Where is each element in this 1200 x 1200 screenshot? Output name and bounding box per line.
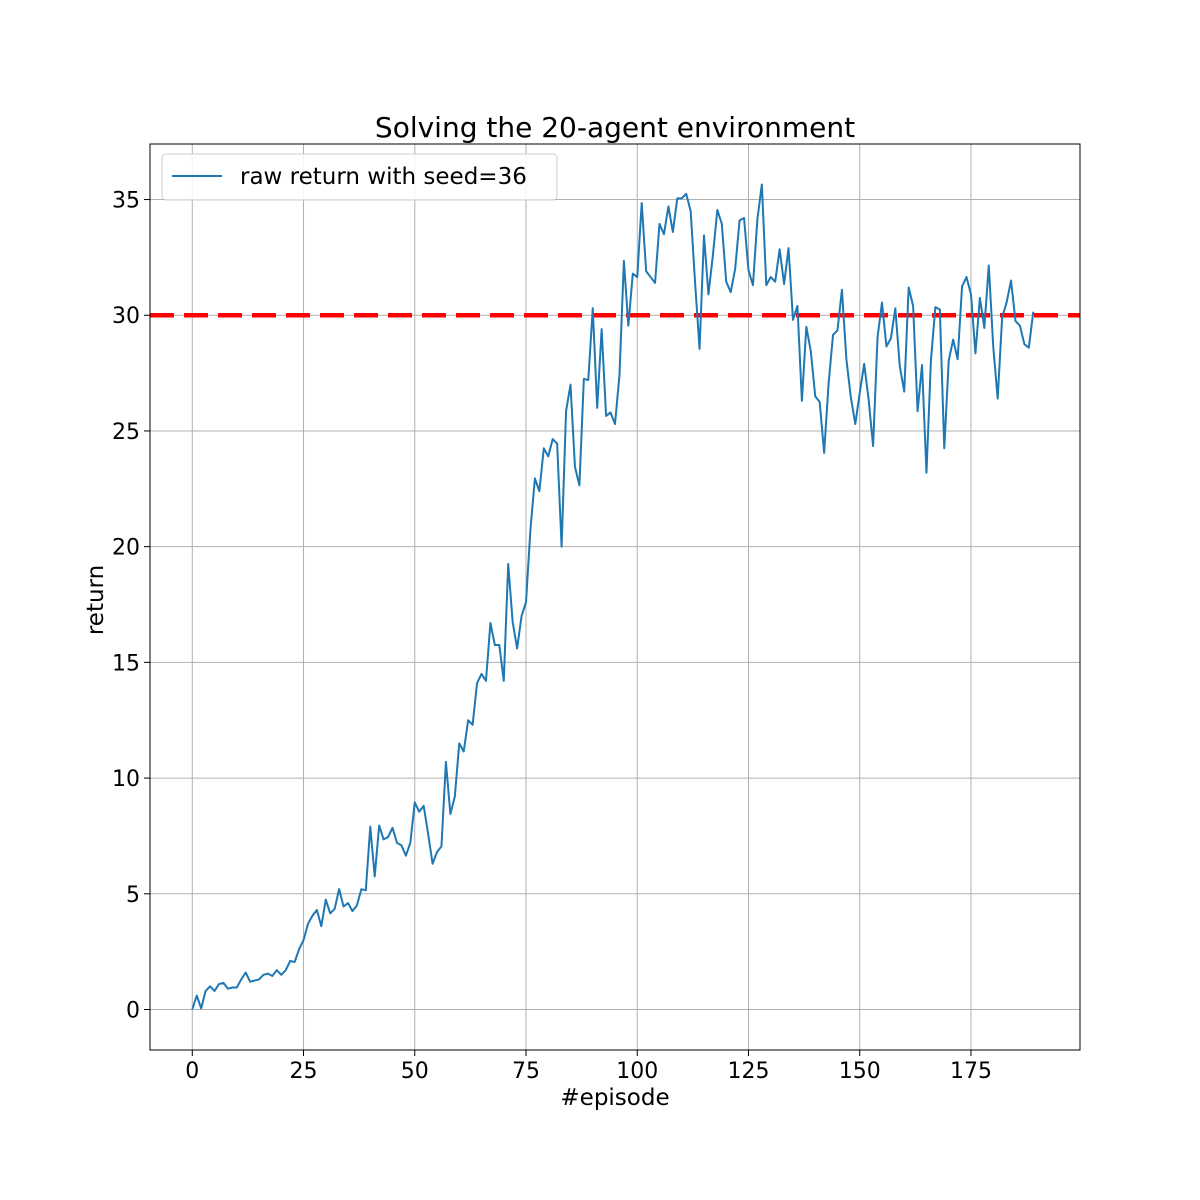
x-tick-label: 175 xyxy=(950,1059,992,1084)
y-tick-label: 5 xyxy=(126,883,140,908)
x-tick-label: 75 xyxy=(512,1059,540,1084)
x-tick-label: 50 xyxy=(401,1059,429,1084)
plot-frame xyxy=(149,143,1081,1051)
y-tick-label: 30 xyxy=(112,304,140,329)
series-lines xyxy=(191,183,1035,1010)
grid-lines xyxy=(150,144,1080,1050)
legend-label: raw return with seed=36 xyxy=(240,164,527,190)
y-tick-label: 20 xyxy=(112,536,140,561)
x-tick-label: 150 xyxy=(839,1059,881,1084)
series-line xyxy=(191,183,1035,1010)
x-axis-ticks: 0 25 50 75 100 125 150 175 xyxy=(185,1050,992,1084)
x-tick-label: 100 xyxy=(616,1059,658,1084)
x-axis-label: #episode xyxy=(560,1085,669,1111)
y-tick-label: 35 xyxy=(112,189,140,214)
y-tick-label: 15 xyxy=(112,651,140,676)
x-tick-label: 125 xyxy=(727,1059,769,1084)
x-tick-label: 0 xyxy=(185,1059,199,1084)
legend: raw return with seed=36 xyxy=(161,153,558,201)
legend-box xyxy=(161,153,558,201)
y-tick-label: 25 xyxy=(112,420,140,445)
y-axis-label: return xyxy=(83,565,109,635)
y-tick-label: 10 xyxy=(112,767,140,792)
chart-title: Solving the 20-agent environment xyxy=(375,111,855,144)
y-tick-label: 0 xyxy=(126,999,140,1024)
y-axis-ticks: 0 5 10 15 20 25 30 35 xyxy=(112,189,150,1024)
x-tick-label: 25 xyxy=(290,1059,318,1084)
